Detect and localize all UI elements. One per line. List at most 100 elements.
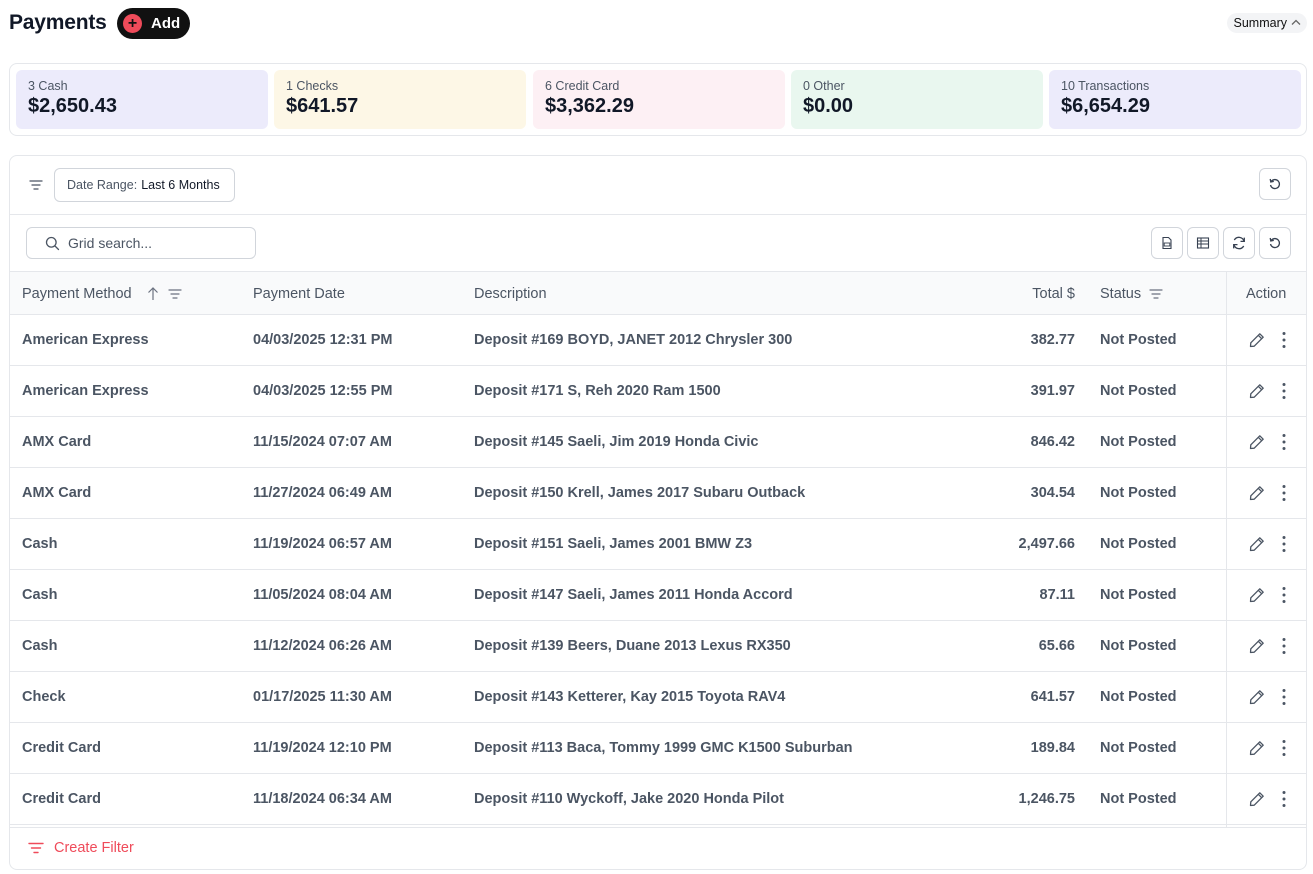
grid-search[interactable] xyxy=(26,227,256,259)
table-row[interactable]: AMX Card 11/27/2024 06:49 AM Deposit #150 … xyxy=(10,468,1306,519)
edit-pencil-icon[interactable] xyxy=(1248,433,1266,451)
more-vertical-icon[interactable] xyxy=(1276,687,1292,707)
cell-payment-date: 11/12/2024 06:26 AM xyxy=(253,638,392,654)
edit-pencil-icon[interactable] xyxy=(1248,382,1266,400)
table-row[interactable]: Check 01/17/2025 11:30 AM Deposit #143 Ket… xyxy=(10,672,1306,723)
summary-panel: 3 Cash $2,650.43 1 Checks $641.57 6 Credit C… xyxy=(9,63,1307,136)
summary-card-amount: $641.57 xyxy=(286,95,359,117)
reset-filters-button[interactable] xyxy=(1259,168,1291,200)
edit-pencil-icon[interactable] xyxy=(1248,688,1266,706)
more-vertical-icon[interactable] xyxy=(1276,738,1292,758)
more-vertical-icon[interactable] xyxy=(1276,483,1292,503)
filter-bar: Date Range: Last 6 Months xyxy=(10,156,1306,215)
create-filter-label: Create Filter xyxy=(54,840,134,856)
summary-card-amount: $6,654.29 xyxy=(1061,95,1150,117)
cell-description: Deposit #143 Ketterer, Kay 2015 Toyota R… xyxy=(474,689,786,705)
more-vertical-icon[interactable] xyxy=(1276,789,1292,809)
filter-lines-icon xyxy=(28,842,44,854)
cell-payment-date: 11/18/2024 06:34 AM xyxy=(253,791,392,807)
cell-payment-method: Credit Card xyxy=(22,791,101,807)
export-pdf-button[interactable] xyxy=(1151,227,1183,259)
summary-card-amount: $2,650.43 xyxy=(28,95,117,117)
more-vertical-icon[interactable] xyxy=(1276,534,1292,554)
more-vertical-icon[interactable] xyxy=(1276,432,1292,452)
add-button-label: Add xyxy=(151,15,181,32)
cell-payment-method: Check xyxy=(22,689,66,705)
column-header-payment-method[interactable]: Payment Method xyxy=(22,286,182,302)
refresh-icon xyxy=(1233,236,1245,250)
column-header-total[interactable]: Total $ xyxy=(1032,286,1075,302)
cell-status: Not Posted xyxy=(1100,638,1177,654)
table-row[interactable]: Credit Card 11/19/2024 12:10 PM Deposit #1… xyxy=(10,723,1306,774)
column-header-payment-date[interactable]: Payment Date xyxy=(253,286,345,302)
more-vertical-icon[interactable] xyxy=(1276,636,1292,656)
cell-payment-method: AMX Card xyxy=(22,434,92,450)
more-vertical-icon[interactable] xyxy=(1276,330,1292,350)
column-label: Action xyxy=(1246,286,1287,302)
summary-card[interactable]: 3 Cash $2,650.43 xyxy=(16,70,268,129)
edit-pencil-icon[interactable] xyxy=(1248,739,1266,757)
summary-card[interactable]: 6 Credit Card $3,362.29 xyxy=(533,70,785,129)
cell-status: Not Posted xyxy=(1100,383,1177,399)
edit-pencil-icon[interactable] xyxy=(1248,331,1266,349)
column-filter-icon[interactable] xyxy=(1149,288,1163,300)
summary-card[interactable]: 10 Transactions $6,654.29 xyxy=(1049,70,1301,129)
cell-description: Deposit #150 Krell, James 2017 Subaru Ou… xyxy=(474,485,806,501)
column-filter-icon[interactable] xyxy=(168,288,182,300)
table-row[interactable]: Cash 11/12/2024 06:26 AM Deposit #139 Beer… xyxy=(10,621,1306,672)
cell-description: Deposit #151 Saeli, James 2001 BMW Z3 xyxy=(474,536,753,552)
cell-payment-method: Cash xyxy=(22,587,58,603)
edit-pencil-icon[interactable] xyxy=(1248,790,1266,808)
cell-payment-date: 11/05/2024 08:04 AM xyxy=(253,587,392,603)
edit-pencil-icon[interactable] xyxy=(1248,484,1266,502)
undo-icon xyxy=(1269,178,1280,190)
column-label: Payment Method xyxy=(22,286,132,302)
more-vertical-icon[interactable] xyxy=(1276,585,1292,605)
table-row[interactable]: Credit Card 11/18/2024 06:34 AM Deposit #1… xyxy=(10,774,1306,825)
reset-grid-button[interactable] xyxy=(1259,227,1291,259)
edit-pencil-icon[interactable] xyxy=(1248,535,1266,553)
summary-card-count: 6 Credit Card xyxy=(545,79,620,93)
summary-card-count: 10 Transactions xyxy=(1061,79,1150,93)
table-row[interactable]: Cash 11/05/2024 08:04 AM Deposit #147 Sael… xyxy=(10,570,1306,621)
spreadsheet-icon xyxy=(1196,237,1210,249)
cell-status: Not Posted xyxy=(1100,485,1177,501)
more-vertical-icon[interactable] xyxy=(1276,381,1292,401)
action-column-divider xyxy=(1226,271,1227,827)
pdf-icon xyxy=(1162,236,1172,250)
column-label: Total $ xyxy=(1032,286,1075,302)
edit-pencil-icon[interactable] xyxy=(1248,637,1266,655)
chevron-up-icon xyxy=(1291,19,1301,25)
sort-ascending-icon[interactable] xyxy=(146,286,160,302)
date-range-key: Date Range: xyxy=(67,178,138,192)
refresh-button[interactable] xyxy=(1223,227,1255,259)
column-header-status[interactable]: Status xyxy=(1100,286,1163,302)
cell-status: Not Posted xyxy=(1100,689,1177,705)
table-row[interactable]: AMX Card 11/15/2024 07:07 AM Deposit #145 … xyxy=(10,417,1306,468)
cell-payment-date: 11/19/2024 06:57 AM xyxy=(253,536,392,552)
cell-description: Deposit #139 Beers, Duane 2013 Lexus RX3… xyxy=(474,638,791,654)
cell-status: Not Posted xyxy=(1100,536,1177,552)
summary-card[interactable]: 1 Checks $641.57 xyxy=(274,70,526,129)
table-row[interactable]: Cash 11/19/2024 06:57 AM Deposit #151 Sael… xyxy=(10,519,1306,570)
cell-total: 2,497.66 xyxy=(1018,536,1075,552)
table-row[interactable]: American Express 04/03/2025 12:55 PM Depos… xyxy=(10,366,1306,417)
column-header-action: Action xyxy=(1246,286,1286,302)
cell-payment-method: American Express xyxy=(22,332,149,348)
add-payment-button[interactable]: + Add xyxy=(117,8,190,39)
summary-card-count: 1 Checks xyxy=(286,79,339,93)
search-input[interactable] xyxy=(68,235,238,251)
create-filter-button[interactable]: Create Filter xyxy=(28,840,134,856)
cell-total: 304.54 xyxy=(1030,485,1075,501)
summary-card[interactable]: 0 Other $0.00 xyxy=(791,70,1043,129)
cell-total: 846.42 xyxy=(1030,434,1075,450)
date-range-filter-chip[interactable]: Date Range: Last 6 Months xyxy=(54,168,235,202)
cell-status: Not Posted xyxy=(1100,332,1177,348)
export-csv-button[interactable] xyxy=(1187,227,1219,259)
filter-lines-icon[interactable] xyxy=(29,179,43,191)
edit-pencil-icon[interactable] xyxy=(1248,586,1266,604)
table-row[interactable]: American Express 04/03/2025 12:31 PM Depos… xyxy=(10,315,1306,366)
column-header-description[interactable]: Description xyxy=(474,286,547,302)
summary-toggle-button[interactable]: Summary xyxy=(1226,13,1307,33)
cell-description: Deposit #113 Baca, Tommy 1999 GMC K1500 … xyxy=(474,740,853,756)
